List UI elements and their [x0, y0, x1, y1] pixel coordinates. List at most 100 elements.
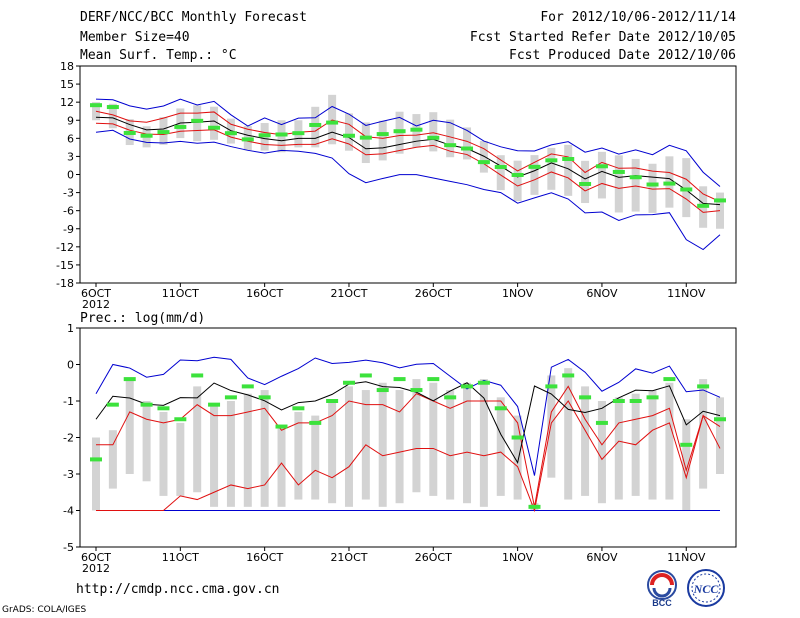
temp-env-max-line [95, 98, 721, 187]
temp-box [108, 103, 117, 129]
precip-box [496, 397, 505, 496]
precip-xtick-label: 6NOV [586, 551, 618, 564]
temp-median-mark [208, 125, 221, 130]
precip-box [716, 397, 724, 474]
temp-median-mark [292, 131, 305, 136]
temp-median-mark [697, 203, 710, 208]
precip-box [277, 426, 286, 507]
precip-median-mark [224, 395, 237, 400]
temp-box [530, 155, 539, 195]
temp-median-mark [629, 175, 642, 180]
precip-median-mark [393, 377, 406, 382]
bcc-logo: BCC [647, 570, 677, 608]
precip-box [446, 390, 455, 500]
temp-median-mark [309, 122, 322, 127]
temp-median-mark [714, 198, 726, 203]
precip-median-mark [629, 399, 642, 403]
precip-median-mark [157, 406, 170, 411]
precip-median-mark [545, 384, 558, 389]
temp-upper-line [95, 110, 721, 203]
temp-box [496, 155, 505, 191]
precip-median-mark [342, 380, 355, 385]
temp-median-mark [157, 130, 170, 135]
temp-ytick-label: 3 [67, 150, 74, 163]
temp-ytick-label: -6 [63, 205, 74, 218]
precip-box [513, 415, 522, 500]
precip-median-mark [241, 384, 254, 389]
precip-median-mark [208, 402, 221, 407]
precip-label: Prec.: log(mm/d) [80, 311, 206, 326]
precip-median-mark [595, 420, 608, 425]
temp-median-mark [376, 132, 389, 137]
precip-ytick-label: 1 [67, 322, 74, 335]
precip-box [328, 401, 337, 504]
precip-box [125, 379, 134, 474]
temp-median-mark [680, 187, 693, 192]
precip-median-mark [410, 388, 423, 393]
temp-box [210, 106, 219, 140]
temp-ytick-label: -12 [56, 241, 74, 254]
precip-ytick-label: -1 [63, 395, 74, 408]
precip-median-mark [191, 373, 204, 378]
temp-median-mark [90, 103, 102, 108]
precip-box [159, 411, 168, 496]
temp-box [547, 147, 556, 190]
precip-median-mark [292, 406, 305, 411]
temp-box [311, 106, 320, 148]
temp-median-mark [241, 137, 254, 142]
temp-median-mark [359, 135, 372, 140]
temp-lower-line [95, 122, 721, 213]
precip-box [243, 393, 252, 507]
precip-box [378, 382, 387, 507]
temp-box [513, 160, 522, 202]
temp-box [631, 158, 640, 212]
precip-median-mark [359, 373, 372, 378]
temp-xtick-label: 11OCT [162, 287, 199, 300]
temp-box [361, 122, 370, 164]
temp-median-mark [477, 160, 490, 165]
source-url[interactable]: http://cmdp.ncc.cma.gov.cn [76, 582, 280, 597]
precip-xtick-label: 16OCT [246, 551, 283, 564]
temp-box [193, 105, 202, 142]
temp-ytick-label: -3 [63, 187, 74, 200]
precip-median-mark [663, 377, 676, 382]
precip-median-mark [612, 399, 625, 403]
variable-label: Mean Surf. Temp.: °C [80, 48, 237, 63]
temp-ytick-label: -18 [56, 277, 74, 290]
temp-box [648, 163, 657, 213]
forecast-produced: Fcst Produced Date 2012/10/06 [509, 48, 736, 63]
temp-ytick-label: 9 [67, 114, 74, 127]
temp-median-mark [612, 169, 625, 174]
precip-box [108, 430, 117, 489]
temp-median-mark [663, 181, 676, 186]
precip-box [294, 411, 303, 500]
precip-xtick-label: 2012 [82, 562, 110, 575]
precip-median-mark [697, 384, 710, 389]
precip-median-mark [258, 395, 271, 400]
precip-xtick-label: 11OCT [162, 551, 199, 564]
precip-ytick-label: -3 [63, 468, 74, 481]
precip-box [260, 390, 269, 507]
temp-median-mark [579, 181, 592, 186]
chart-title: DERF/NCC/BCC Monthly Forecast [80, 10, 307, 25]
precip-median-mark [427, 377, 440, 382]
precip-box [176, 422, 185, 496]
forecast-period: For 2012/10/06-2012/11/14 [540, 10, 736, 25]
ncc-logo: NCC [687, 569, 725, 607]
temp-median-mark [461, 146, 474, 151]
precip-median-mark [579, 395, 592, 400]
precip-xtick-label: 11NOV [667, 551, 706, 564]
temp-median-mark [326, 120, 339, 125]
precip-box [463, 382, 472, 504]
precip-median-mark [90, 457, 102, 462]
precip-box [429, 382, 438, 496]
precip-box [665, 382, 674, 500]
temp-median-mark [275, 132, 288, 137]
temp-median-mark [258, 133, 271, 138]
temp-median-mark [106, 105, 119, 110]
forecast-started: Fcst Started Refer Date 2012/10/05 [469, 30, 736, 45]
temp-ytick-label: -9 [63, 223, 74, 236]
precip-box [395, 390, 404, 504]
precip-box [547, 375, 556, 478]
precip-median-mark [309, 420, 322, 425]
